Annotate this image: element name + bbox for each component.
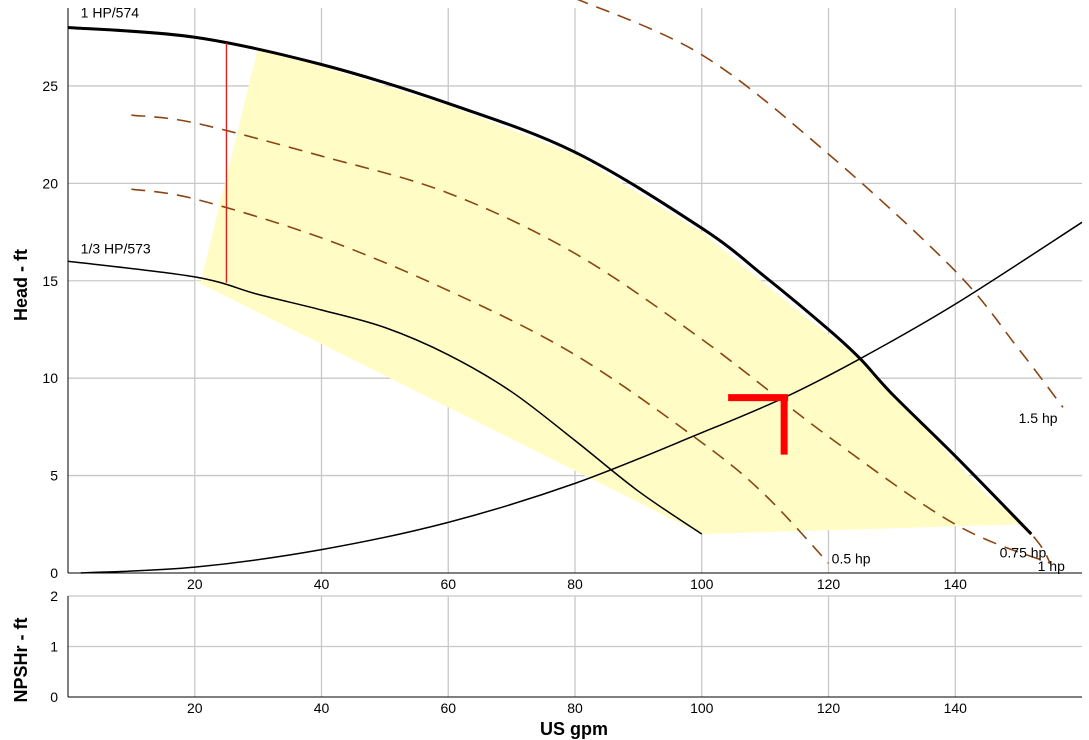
npsh-y-tick-label: 0 bbox=[50, 689, 58, 705]
x-tick-label: 120 bbox=[817, 576, 841, 592]
head-panel: 20 40 60 80 100 120 140 0 5 10 15 20 25 1 HP/574 1/3 … bbox=[11, 0, 1083, 592]
label-1-5-hp: 1.5 hp bbox=[1019, 410, 1058, 426]
npsh-x-tick-label: 120 bbox=[817, 700, 841, 716]
y-tick-label: 25 bbox=[42, 78, 58, 94]
y-tick-label: 15 bbox=[42, 273, 58, 289]
x-tick-label: 20 bbox=[187, 576, 203, 592]
npsh-panel: 20 40 60 80 100 120 140 0 1 2 NPSHr - ft US gpm bbox=[11, 588, 1082, 739]
npsh-y-tick-label: 1 bbox=[50, 639, 58, 655]
curve-1-5-hp bbox=[577, 0, 1064, 408]
curve-0-75-hp bbox=[131, 114, 1051, 564]
x-tick-label: 80 bbox=[567, 576, 583, 592]
npsh-x-tick-label: 20 bbox=[187, 700, 203, 716]
npsh-tick-labels: 20 40 60 80 100 120 140 0 1 2 bbox=[50, 588, 967, 716]
npsh-y-tick-label: 2 bbox=[50, 588, 58, 604]
system-curve bbox=[80, 221, 1083, 574]
operating-point-marker bbox=[728, 394, 789, 455]
y-tick-label: 0 bbox=[50, 565, 58, 581]
label-1-3-hp-573: 1/3 HP/573 bbox=[81, 240, 151, 256]
x-tick-label: 60 bbox=[440, 576, 456, 592]
curve-0-5-hp bbox=[131, 188, 830, 564]
npsh-x-tick-label: 140 bbox=[944, 700, 968, 716]
head-curves bbox=[67, 0, 1083, 574]
operating-region bbox=[194, 46, 1025, 535]
curve-1-3-hp-573 bbox=[67, 260, 703, 535]
x-tick-label: 100 bbox=[690, 576, 714, 592]
npsh-x-tick-label: 80 bbox=[567, 700, 583, 716]
curve-labels: 1 HP/574 1/3 HP/573 0.5 hp 0.75 hp1 hp 1.5 h… bbox=[81, 5, 1065, 574]
npsh-x-tick-label: 60 bbox=[440, 700, 456, 716]
curve-1-hp-574 bbox=[67, 25, 1033, 536]
x-axis-title: US gpm bbox=[540, 719, 608, 739]
npsh-x-tick-label: 100 bbox=[690, 700, 714, 716]
label-0-5-hp: 0.5 hp bbox=[832, 550, 871, 566]
y-tick-label: 5 bbox=[50, 468, 58, 484]
npsh-grid bbox=[67, 595, 1082, 698]
y-tick-label: 20 bbox=[42, 175, 58, 191]
npsh-axis-title: NPSHr - ft bbox=[11, 617, 31, 702]
label-1-hp: 1 hp bbox=[1038, 558, 1065, 574]
npsh-x-tick-label: 40 bbox=[314, 700, 330, 716]
x-tick-label: 140 bbox=[944, 576, 968, 592]
head-axis-title: Head - ft bbox=[11, 249, 31, 321]
label-0-75-hp: 0.75 hp bbox=[1000, 544, 1047, 560]
label-1-hp-574: 1 HP/574 bbox=[81, 5, 140, 21]
head-tick-labels: 20 40 60 80 100 120 140 0 5 10 15 20 25 bbox=[42, 78, 967, 592]
y-tick-label: 10 bbox=[42, 370, 58, 386]
x-tick-label: 40 bbox=[314, 576, 330, 592]
